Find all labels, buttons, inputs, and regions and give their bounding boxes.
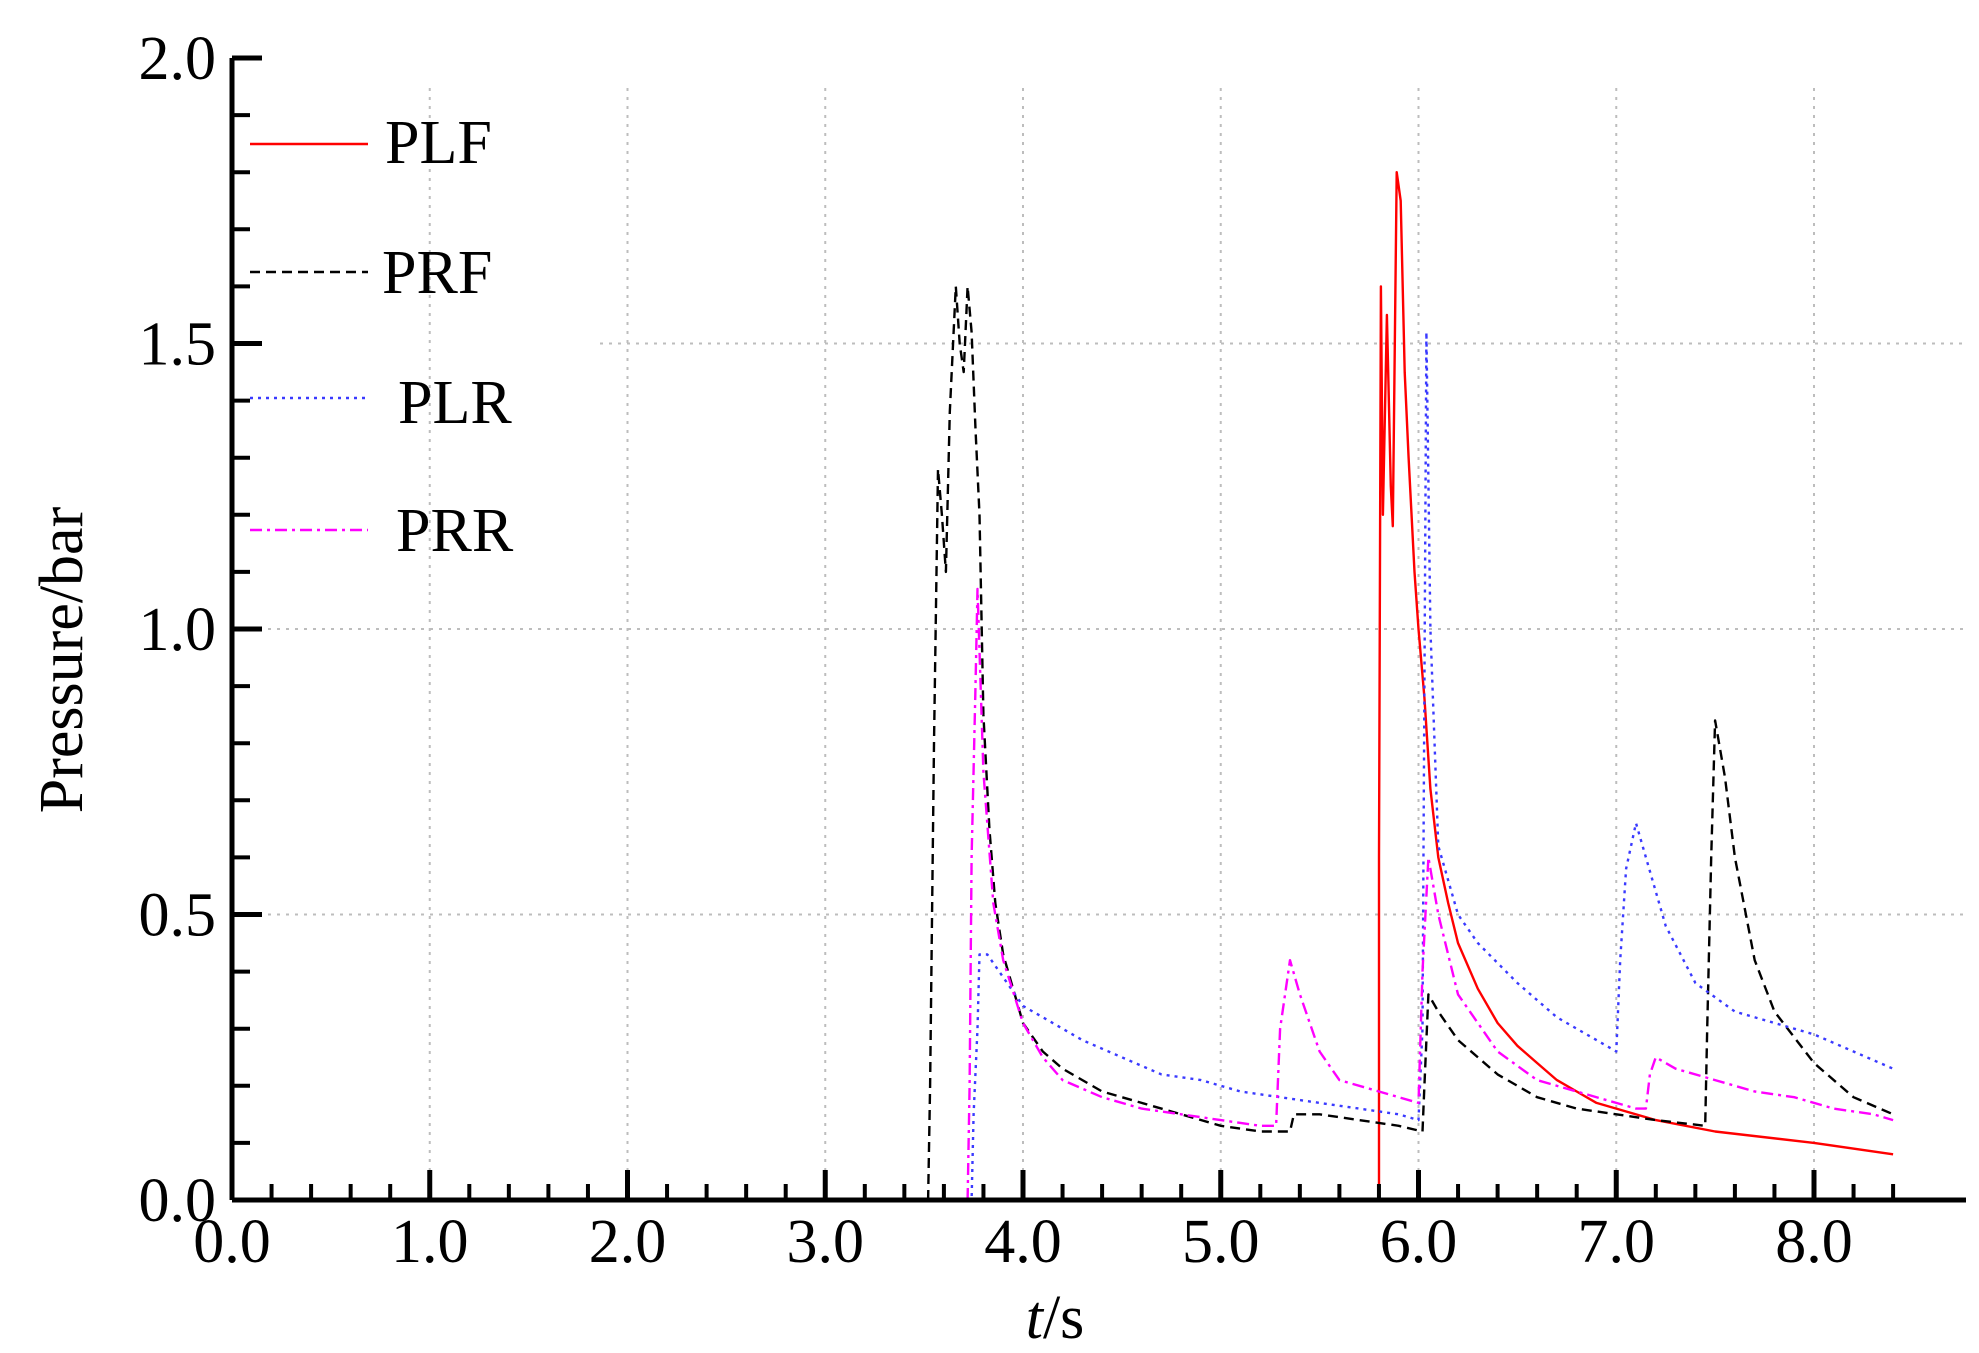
axis-layer: 0.0 1.0 2.0 3.0 4.0 5.0 6.0 7.0 8.0 0.0 0.5 1.0 1.5 2…: [139, 25, 1966, 1276]
x-tick-label: 6.0: [1380, 1208, 1458, 1276]
x-axis-label-unit: /s: [1043, 1284, 1084, 1352]
legend-label-plr: PLR: [398, 369, 512, 437]
x-tick-label: 8.0: [1775, 1208, 1853, 1276]
series-line-plf: [1377, 171, 1894, 1200]
x-tick-label: 2.0: [589, 1208, 667, 1276]
x-tick-label: 1.0: [391, 1208, 469, 1276]
x-tick-label: 3.0: [787, 1208, 865, 1276]
y-axis-label: Pressure/bar: [28, 506, 96, 813]
x-axis-label: t/s: [1026, 1284, 1085, 1352]
y-tick-label: 1.5: [139, 311, 217, 379]
series-layer: [926, 171, 1894, 1202]
x-tick-label: 5.0: [1182, 1208, 1260, 1276]
y-tick-label: 1.0: [139, 596, 217, 664]
series-line-plr: [967, 330, 1894, 1202]
grid-layer: [232, 88, 1966, 1200]
x-axis-label-variable: t: [1026, 1284, 1045, 1352]
y-tick-label: 0.0: [139, 1167, 217, 1235]
y-tick-label: 0.5: [139, 882, 217, 950]
label-layer: Pressure/bar t/s: [28, 506, 1084, 1352]
series-line-prr: [966, 587, 1894, 1201]
legend-label-prf: PRF: [382, 239, 492, 307]
y-tick-label: 2.0: [139, 25, 217, 93]
legend: PLF PRF PLR PRR: [250, 109, 514, 565]
x-tick-label: 4.0: [984, 1208, 1062, 1276]
legend-label-prr: PRR: [396, 497, 514, 565]
legend-label-plf: PLF: [385, 109, 492, 177]
x-tick-label: 7.0: [1578, 1208, 1656, 1276]
x-tick-label: 0.0: [193, 1208, 271, 1276]
series-line-prf: [926, 285, 1894, 1201]
